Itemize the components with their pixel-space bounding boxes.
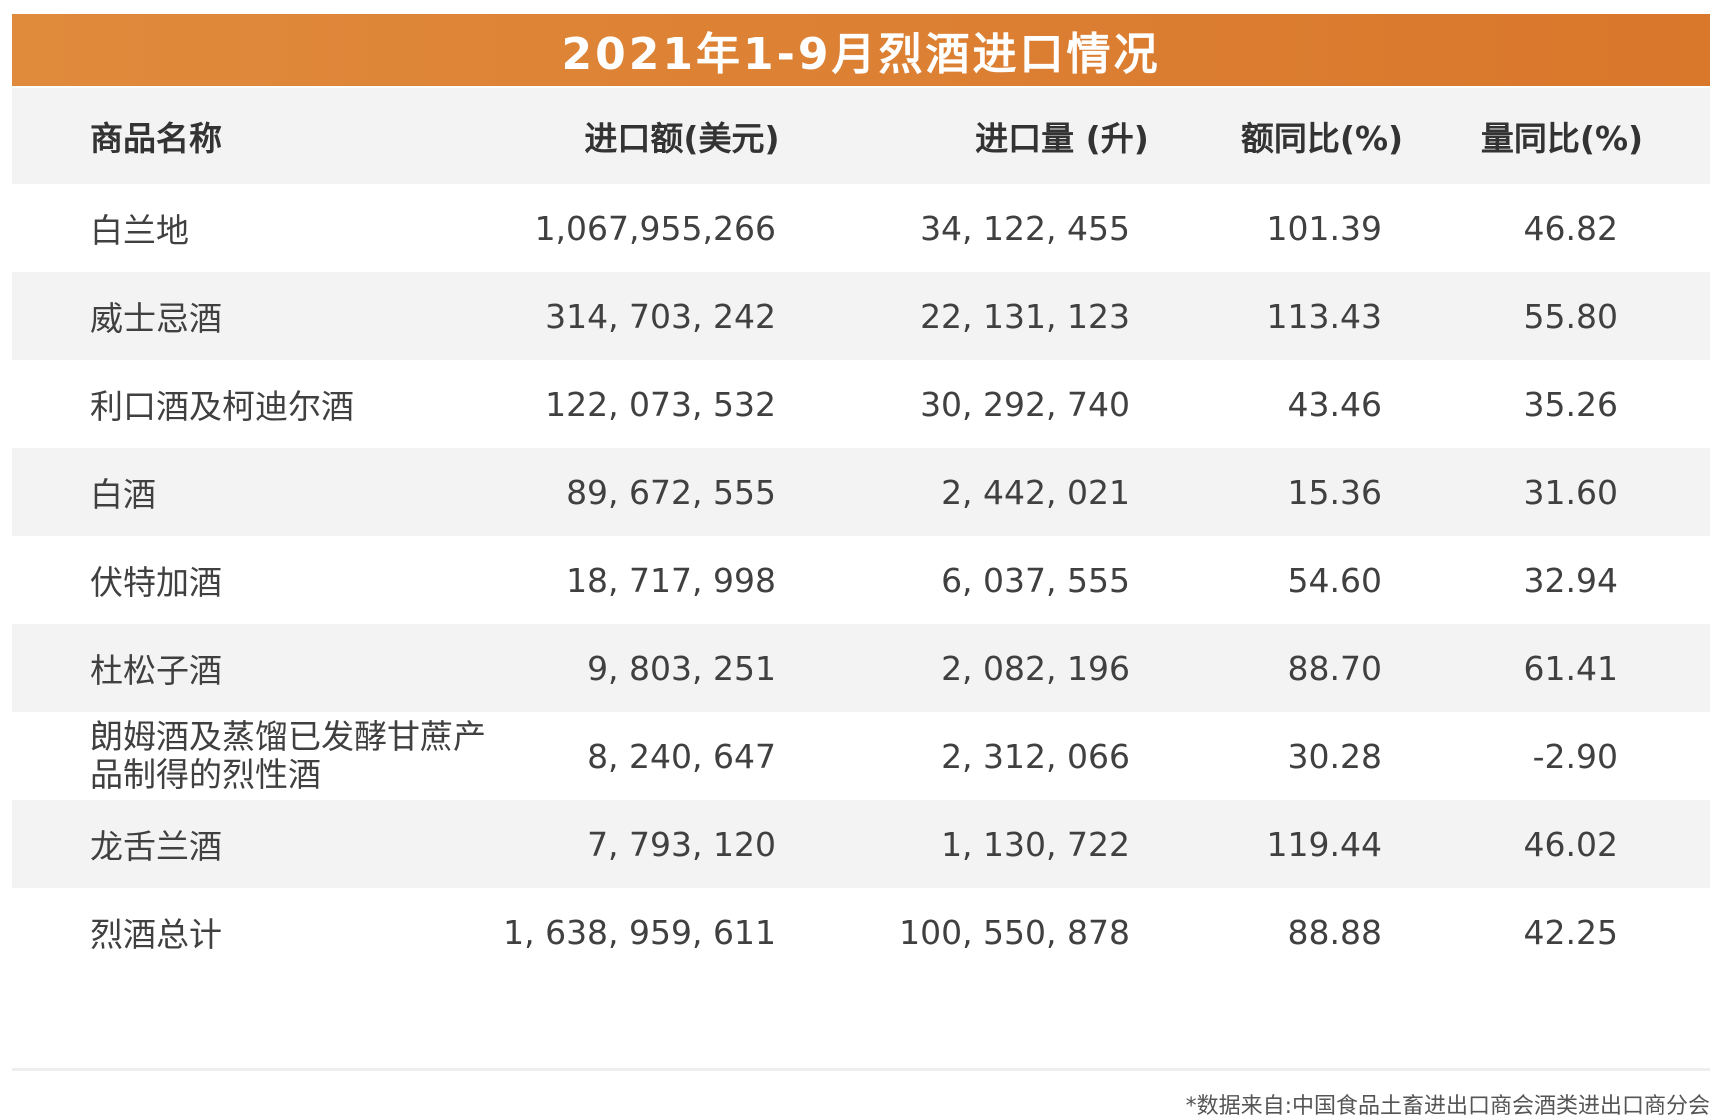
table-row: 利口酒及柯迪尔酒 122, 073, 532 30, 292, 740 43.46 35… [12,360,1710,448]
cell-product-name: 威士忌酒 [90,299,222,338]
table-row: 伏特加酒 18, 717, 998 6, 037, 555 54.60 32.94 [12,536,1710,624]
cell-import-volume: 1, 130, 722 [941,824,1130,864]
cell-volume-yoy: 55.80 [1523,296,1618,336]
cell-amount-yoy: 119.44 [1266,824,1382,864]
cell-product-name: 杜松子酒 [90,651,222,690]
table-bottom-divider [12,1068,1710,1071]
header-amount-yoy: 额同比(%) [1240,119,1404,158]
cell-import-volume: 2, 312, 066 [941,736,1130,776]
cell-amount-yoy: 43.46 [1287,384,1382,424]
cell-import-amount: 122, 073, 532 [545,384,776,424]
cell-amount-yoy: 15.36 [1287,472,1382,512]
cell-product-name: 龙舌兰酒 [90,827,222,866]
cell-import-volume: 100, 550, 878 [899,912,1130,952]
header-import-volume: 进口量 (升) [975,119,1149,158]
cell-volume-yoy: 46.02 [1523,824,1618,864]
header-import-amount: 进口额(美元) [584,119,780,158]
table-row: 杜松子酒 9, 803, 251 2, 082, 196 88.70 61.41 [12,624,1710,712]
table-row: 威士忌酒 314, 703, 242 22, 131, 123 113.43 55.80 [12,272,1710,360]
cell-volume-yoy: 42.25 [1523,912,1618,952]
table-row: 烈酒总计 1, 638, 959, 611 100, 550, 878 88.88 42… [12,888,1710,976]
cell-import-volume: 2, 442, 021 [941,472,1130,512]
cell-import-amount: 8, 240, 647 [587,736,776,776]
table-row: 白酒 89, 672, 555 2, 442, 021 15.36 31.60 [12,448,1710,536]
cell-amount-yoy: 54.60 [1287,560,1382,600]
cell-product-name: 利口酒及柯迪尔酒 [90,387,354,426]
table-row: 朗姆酒及蒸馏已发酵甘蔗产品制得的烈性酒 8, 240, 647 2, 312, 06… [12,712,1710,800]
table-title: 2021年1-9月烈酒进口情况 [561,29,1161,80]
title-bar: 2021年1-9月烈酒进口情况 [12,14,1710,86]
cell-import-amount: 9, 803, 251 [587,648,776,688]
cell-volume-yoy: 61.41 [1523,648,1618,688]
source-footnote: *数据来自:中国食品土畜进出口商会酒类进出口商分会 [1185,1094,1710,1119]
cell-amount-yoy: 88.88 [1287,912,1382,952]
table-row: 龙舌兰酒 7, 793, 120 1, 130, 722 119.44 46.02 [12,800,1710,888]
cell-amount-yoy: 30.28 [1287,736,1382,776]
cell-import-volume: 6, 037, 555 [941,560,1130,600]
cell-volume-yoy: 35.26 [1523,384,1618,424]
cell-volume-yoy: 32.94 [1523,560,1618,600]
cell-product-name: 朗姆酒及蒸馏已发酵甘蔗产品制得的烈性酒 [90,717,486,794]
cell-product-name: 伏特加酒 [90,563,222,602]
cell-product-name: 白酒 [90,475,156,514]
cell-volume-yoy: -2.90 [1532,736,1618,776]
cell-import-amount: 1, 638, 959, 611 [503,912,776,952]
cell-import-volume: 34, 122, 455 [920,208,1130,248]
cell-import-volume: 30, 292, 740 [920,384,1130,424]
cell-import-amount: 7, 793, 120 [587,824,776,864]
cell-import-amount: 89, 672, 555 [566,472,776,512]
cell-import-volume: 22, 131, 123 [920,296,1130,336]
cell-amount-yoy: 113.43 [1266,296,1382,336]
table-row: 白兰地 1,067,955,266 34, 122, 455 101.39 46.82 [12,184,1710,272]
table-header: 商品名称 进口额(美元) 进口量 (升) 额同比(%) 量同比(%) [12,88,1710,184]
cell-import-amount: 18, 717, 998 [566,560,776,600]
cell-import-amount: 314, 703, 242 [545,296,776,336]
cell-amount-yoy: 101.39 [1266,208,1382,248]
header-product-name: 商品名称 [90,119,222,158]
cell-amount-yoy: 88.70 [1287,648,1382,688]
header-volume-yoy: 量同比(%) [1480,119,1644,158]
cell-import-amount: 1,067,955,266 [534,208,776,248]
cell-volume-yoy: 46.82 [1523,208,1618,248]
cell-volume-yoy: 31.60 [1523,472,1618,512]
cell-product-name: 白兰地 [90,211,189,250]
cell-import-volume: 2, 082, 196 [941,648,1130,688]
cell-product-name: 烈酒总计 [90,915,222,954]
